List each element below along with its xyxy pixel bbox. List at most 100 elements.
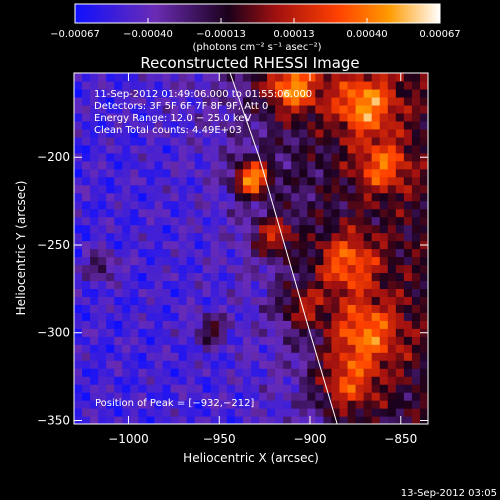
heatmap-cell: [154, 312, 164, 321]
colorbar-unit-label: (photons cm⁻² s⁻¹ asec⁻²): [192, 42, 321, 53]
heatmap-cell: [419, 288, 428, 297]
heatmap-cell: [275, 160, 284, 170]
heatmap-cell: [130, 248, 139, 258]
heatmap-cell: [130, 304, 139, 313]
heatmap-cell: [283, 200, 292, 210]
heatmap-cell: [242, 224, 252, 234]
heatmap-cell: [339, 336, 349, 345]
heatmap-cell: [419, 272, 428, 282]
heatmap-cell: [267, 224, 276, 234]
heatmap-cell: [186, 192, 196, 202]
heatmap-cell: [299, 216, 308, 226]
heatmap-cell: [106, 160, 115, 170]
heatmap-cell: [170, 224, 180, 234]
heatmap-cell: [259, 112, 268, 122]
heatmap-cell: [315, 256, 325, 266]
heatmap-cell: [331, 288, 341, 297]
heatmap-cell: [186, 73, 196, 82]
heatmap-cell: [74, 408, 83, 417]
heatmap-cell: [347, 128, 357, 138]
heatmap-cell: [347, 248, 357, 258]
heatmap-cell: [138, 264, 148, 274]
heatmap-cell: [331, 304, 341, 313]
heatmap-cell: [146, 400, 156, 409]
heatmap-cell: [411, 272, 421, 282]
heatmap-cell: [146, 240, 156, 250]
heatmap-cell: [90, 160, 99, 170]
heatmap-cell: [251, 392, 260, 401]
heatmap-cell: [178, 160, 188, 170]
heatmap-cell: [299, 184, 308, 194]
heatmap-cell: [299, 384, 308, 393]
heatmap-cell: [387, 352, 397, 361]
heatmap-cell: [82, 168, 91, 178]
heatmap-cell: [98, 288, 107, 297]
heatmap-cell: [355, 400, 365, 409]
heatmap-cell: [355, 240, 365, 250]
heatmap-cell: [323, 312, 333, 321]
heatmap-cell: [347, 416, 357, 424]
heatmap-cell: [138, 320, 148, 329]
heatmap-cell: [178, 152, 188, 162]
heatmap-cell: [146, 80, 156, 90]
heatmap-cell: [210, 104, 220, 114]
heatmap-cell: [242, 360, 252, 369]
heatmap-cell: [194, 136, 204, 146]
heatmap-cell: [355, 216, 365, 226]
heatmap-cell: [210, 176, 220, 186]
heatmap-cell: [363, 104, 373, 114]
heatmap-cell: [267, 400, 276, 409]
heatmap-cell: [210, 328, 220, 337]
heatmap-cell: [403, 264, 413, 274]
heatmap-cell: [395, 112, 405, 122]
heatmap-cell: [82, 376, 91, 385]
heatmap-cell: [122, 136, 131, 146]
heatmap-cell: [226, 392, 236, 401]
heatmap-cell: [299, 408, 308, 417]
heatmap-cell: [146, 392, 156, 401]
heatmap-cell: [267, 232, 276, 242]
heatmap-cell: [218, 256, 228, 266]
heatmap-cell: [98, 264, 107, 274]
heatmap-cell: [315, 368, 325, 377]
heatmap-cell: [234, 184, 244, 194]
heatmap-cell: [242, 136, 252, 146]
heatmap-cell: [307, 184, 316, 194]
heatmap-cell: [234, 128, 244, 138]
heatmap-cell: [162, 296, 172, 305]
heatmap-cell: [259, 272, 268, 282]
heatmap-cell: [146, 88, 156, 98]
heatmap-cell: [379, 408, 389, 417]
heatmap-cell: [339, 216, 349, 226]
heatmap-cell: [387, 328, 397, 337]
heatmap-cell: [275, 328, 284, 337]
heatmap-cell: [251, 73, 260, 82]
heatmap-cell: [114, 120, 123, 130]
heatmap-cell: [154, 168, 164, 178]
heatmap-cell: [170, 296, 180, 305]
heatmap-cell: [82, 184, 91, 194]
heatmap-cell: [267, 208, 276, 218]
heatmap-cell: [122, 368, 131, 377]
heatmap-cell: [315, 128, 325, 138]
heatmap-cell: [299, 232, 308, 242]
heatmap-cell: [170, 376, 180, 385]
heatmap-cell: [363, 192, 373, 202]
heatmap-cell: [331, 104, 341, 114]
heatmap-cell: [106, 280, 115, 289]
heatmap-cell: [395, 328, 405, 337]
heatmap-cell: [355, 152, 365, 162]
heatmap-cell: [130, 288, 139, 297]
heatmap-cell: [122, 376, 131, 385]
heatmap-cell: [234, 416, 244, 424]
heatmap-cell: [154, 256, 164, 266]
heatmap-cell: [291, 392, 300, 401]
heatmap-cell: [154, 152, 164, 162]
heatmap-cell: [371, 416, 381, 424]
heatmap-cell: [307, 248, 316, 258]
heatmap-cell: [411, 104, 421, 114]
heatmap-cell: [74, 272, 83, 282]
heatmap-cell: [154, 200, 164, 210]
heatmap-cell: [98, 312, 107, 321]
heatmap-cell: [331, 384, 341, 393]
